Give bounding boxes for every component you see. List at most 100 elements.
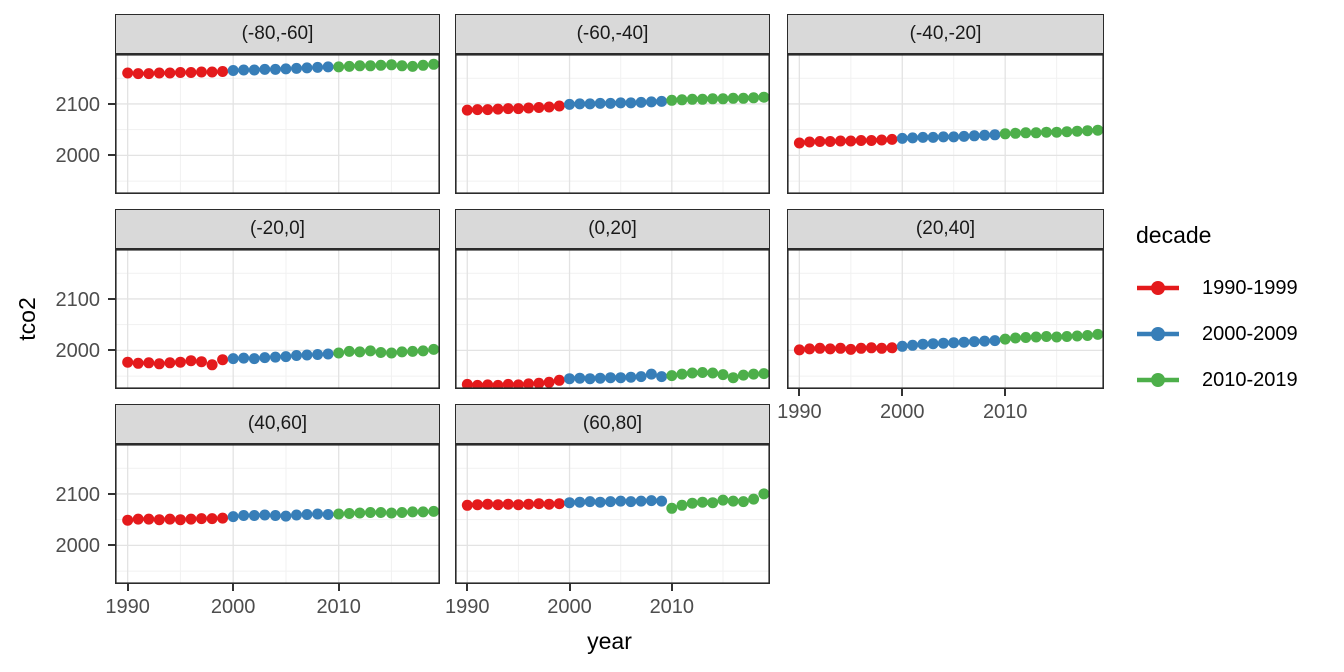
data-point bbox=[280, 510, 292, 522]
data-point bbox=[1082, 125, 1093, 137]
data-point bbox=[645, 96, 657, 108]
data-point bbox=[697, 93, 708, 105]
data-point bbox=[697, 496, 708, 508]
data-point bbox=[564, 497, 575, 509]
data-point bbox=[958, 130, 970, 142]
data-point bbox=[543, 376, 555, 388]
data-point bbox=[989, 129, 1001, 141]
data-point bbox=[164, 357, 176, 369]
y-tick-mark bbox=[108, 544, 115, 547]
y-tick-mark bbox=[108, 492, 115, 495]
data-point bbox=[461, 499, 473, 511]
data-point bbox=[375, 59, 387, 71]
data-point bbox=[737, 369, 749, 381]
data-point bbox=[615, 372, 627, 384]
data-point bbox=[301, 509, 313, 520]
data-point bbox=[656, 95, 668, 107]
data-point bbox=[727, 92, 739, 104]
data-point bbox=[605, 372, 616, 384]
data-point bbox=[217, 512, 229, 524]
y-tick-label: 2000 bbox=[55, 340, 101, 363]
data-point bbox=[259, 352, 271, 364]
data-point bbox=[666, 502, 678, 514]
data-point bbox=[153, 514, 165, 526]
data-point bbox=[333, 347, 345, 359]
data-point bbox=[865, 342, 877, 354]
x-tick-mark bbox=[798, 389, 801, 396]
data-point bbox=[564, 98, 575, 110]
data-point bbox=[886, 133, 898, 145]
data-point bbox=[343, 60, 355, 72]
data-point bbox=[625, 97, 637, 109]
facet-strip: (20,40] bbox=[787, 209, 1104, 249]
data-point bbox=[605, 496, 616, 508]
data-point bbox=[1051, 126, 1063, 138]
data-point bbox=[512, 379, 524, 389]
data-point bbox=[543, 101, 555, 113]
data-point bbox=[886, 342, 898, 354]
data-point bbox=[333, 61, 345, 73]
y-tick-mark bbox=[108, 154, 115, 157]
data-point bbox=[533, 498, 545, 510]
data-point bbox=[364, 60, 376, 72]
data-point bbox=[472, 104, 483, 116]
data-point bbox=[301, 349, 313, 361]
data-point bbox=[824, 343, 836, 355]
data-point bbox=[217, 66, 229, 77]
facet-strip-label: (20,40] bbox=[915, 218, 976, 239]
x-tick-mark bbox=[126, 584, 129, 591]
data-point bbox=[238, 510, 250, 521]
data-point bbox=[343, 508, 355, 519]
data-point bbox=[697, 367, 708, 378]
data-point bbox=[804, 136, 816, 148]
x-tick-mark bbox=[568, 584, 571, 591]
data-point bbox=[396, 507, 408, 518]
data-point bbox=[927, 338, 939, 350]
data-point bbox=[196, 356, 207, 368]
data-point bbox=[482, 104, 494, 116]
data-point bbox=[185, 355, 197, 367]
legend-title: decade bbox=[1136, 222, 1212, 248]
data-point bbox=[354, 507, 366, 519]
data-point bbox=[174, 356, 186, 368]
data-point bbox=[312, 61, 324, 73]
legend-item-label: 2000-2009 bbox=[1202, 322, 1298, 345]
data-point bbox=[758, 91, 770, 103]
data-point bbox=[132, 68, 144, 80]
data-point bbox=[523, 102, 535, 114]
data-point bbox=[948, 337, 960, 349]
data-point bbox=[291, 62, 302, 74]
data-point bbox=[666, 94, 678, 106]
data-point bbox=[1040, 331, 1052, 342]
data-point bbox=[793, 344, 805, 356]
data-point bbox=[594, 372, 606, 384]
data-point bbox=[574, 496, 586, 508]
data-point bbox=[164, 67, 176, 79]
data-point bbox=[876, 342, 888, 354]
data-point bbox=[248, 64, 260, 76]
data-point bbox=[502, 378, 514, 389]
data-point bbox=[605, 97, 616, 109]
data-point bbox=[635, 96, 647, 108]
data-point bbox=[248, 510, 260, 521]
data-point bbox=[259, 63, 271, 75]
data-point bbox=[375, 347, 387, 358]
data-point bbox=[238, 352, 250, 364]
data-point bbox=[132, 513, 144, 525]
data-point bbox=[174, 67, 186, 78]
data-point bbox=[615, 97, 627, 109]
data-point bbox=[386, 59, 397, 71]
legend-item: 1990-1999 bbox=[1136, 273, 1298, 303]
data-point bbox=[635, 495, 647, 507]
facet-strip: (-60,-40] bbox=[455, 14, 770, 54]
data-point bbox=[814, 342, 826, 354]
facet-panel bbox=[455, 249, 770, 389]
data-point bbox=[737, 92, 749, 104]
data-point bbox=[206, 513, 218, 525]
data-point bbox=[917, 131, 929, 143]
data-point bbox=[594, 496, 606, 508]
x-tick-label: 1990 bbox=[445, 596, 490, 618]
data-point bbox=[492, 103, 504, 115]
x-tick-label: 1990 bbox=[105, 596, 150, 618]
facet-strip: (40,60] bbox=[115, 404, 440, 444]
